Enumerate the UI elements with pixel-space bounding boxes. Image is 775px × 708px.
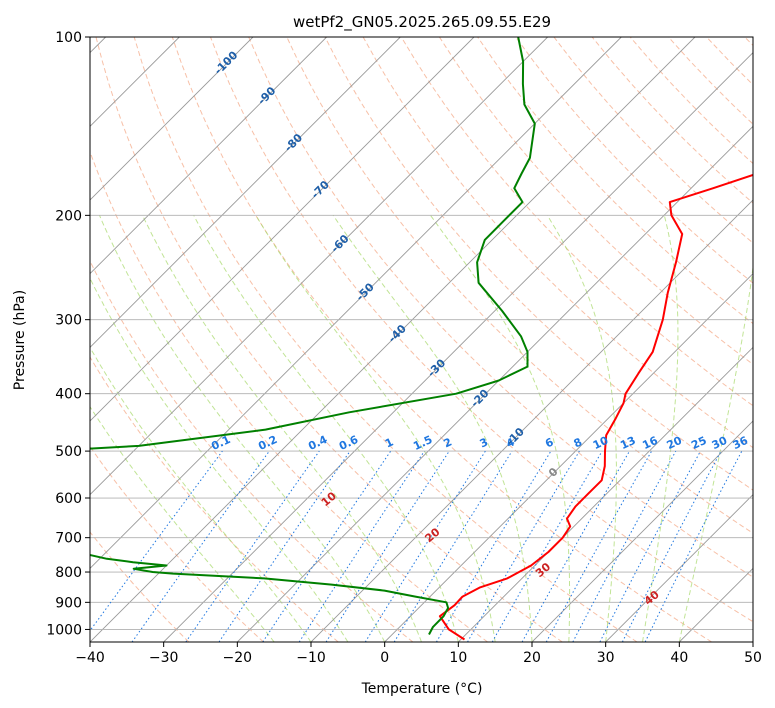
x-axis-label: Temperature (°C) [361,681,483,697]
isotherm-line [90,37,254,201]
isotherm-line [163,52,753,642]
dry-adiabat-line [248,37,753,578]
x-tick-label: −20 [223,650,253,666]
mixing-ratio-line [262,450,392,642]
y-tick-label: 200 [55,208,82,224]
chart-title: wetPf2_GN05.2025.265.09.55.E29 [293,13,551,32]
y-axis-label: Pressure (hPa) [12,290,28,390]
dry-adiabat-line [90,356,339,642]
dry-adiabat-line [95,37,563,642]
dry-adiabat-line [438,37,753,366]
data-series [90,37,753,641]
x-tick-label: 40 [670,650,688,666]
mixing-ratio-line [185,450,320,642]
x-tick-label: −10 [296,650,326,666]
mixing-ratio-line [545,450,653,642]
mixing-ratio-label: 36 [731,434,751,452]
mixing-ratio-line [521,450,630,642]
moist-adiabat-line [255,215,496,642]
x-tick-label: −40 [75,650,105,666]
mixing-ratio-label: 13 [618,434,637,452]
x-tick-label: 20 [523,650,541,666]
isotherm-line [90,37,622,569]
mixing-ratio-label: 20 [665,434,685,452]
dry-adiabat-line [90,445,264,642]
x-tick-label: 30 [597,650,615,666]
isotherm-line [90,37,401,348]
moist-adiabat-line [430,215,571,642]
isotherm-line [90,37,548,496]
moist-adiabat-line [142,215,422,642]
moist-adiabat-line [678,263,753,642]
mixing-ratio-label: 30 [710,434,730,452]
mixing-ratio-line [325,450,450,642]
isotherm-line [531,420,753,642]
moist-adiabat-line [99,215,386,642]
isotherm-line [605,494,753,642]
isotherm-line [90,37,696,642]
y-tick-label: 100 [55,30,82,46]
dry-adiabat-line [133,37,638,642]
y-tick-label: 700 [55,531,82,547]
dry-adiabat-line [171,37,712,642]
y-axis-ticks: 100 200 300 400 500 600 700 800 900 1000 [46,30,90,638]
mixing-ratio-line [90,450,223,632]
plot-background [90,37,753,642]
isotherm-line [752,641,753,642]
isotherm-line [310,199,753,642]
moist-adiabat-line [642,215,679,642]
mixing-ratio-line [131,450,270,642]
mixing-ratio-line [644,450,743,642]
y-tick-label: 400 [55,387,82,403]
mixing-ratio-line [298,450,425,642]
dry-adiabat-line [515,37,753,284]
moist-adiabat-line [193,215,459,642]
mixing-ratio-label: 16 [640,434,660,452]
x-tick-label: 0 [380,650,389,666]
dry-adiabat-line [400,37,753,407]
y-tick-label: 500 [55,444,82,460]
isotherm-line [384,273,753,642]
mixing-ratio-line [572,450,677,642]
y-tick-label: 1000 [46,622,82,638]
dry-adiabat-line [90,531,190,642]
isotherm-line [90,37,327,275]
y-tick-label: 300 [55,313,82,329]
moist-adiabat-line [546,215,617,642]
mixing-ratio-lines [90,450,743,642]
moist-adiabats [90,215,753,642]
y-tick-label: 800 [55,565,82,581]
y-tick-label: 600 [55,491,82,507]
dry-adiabat-line [324,37,753,491]
plot-frame [89,36,754,643]
mixing-ratio-label: 25 [689,434,708,452]
x-tick-label: 50 [744,650,762,666]
y-tick-label: 900 [55,595,82,611]
mixing-ratio-line [393,450,513,642]
x-tick-label: 10 [449,650,467,666]
dewpoint-profile-line [90,37,536,635]
temperature-profile-line [438,173,753,641]
x-axis-ticks: −40 −30 −20 −10 0 10 20 30 40 50 [75,642,762,666]
mixing-ratio-label: 10 [591,434,611,452]
isotherm-line [237,125,753,642]
dry-adiabat-line [210,37,753,623]
moist-adiabat-line [90,346,312,642]
isotherm-line [90,37,475,422]
x-tick-label: −30 [149,650,179,666]
mixing-ratio-line [218,450,351,642]
